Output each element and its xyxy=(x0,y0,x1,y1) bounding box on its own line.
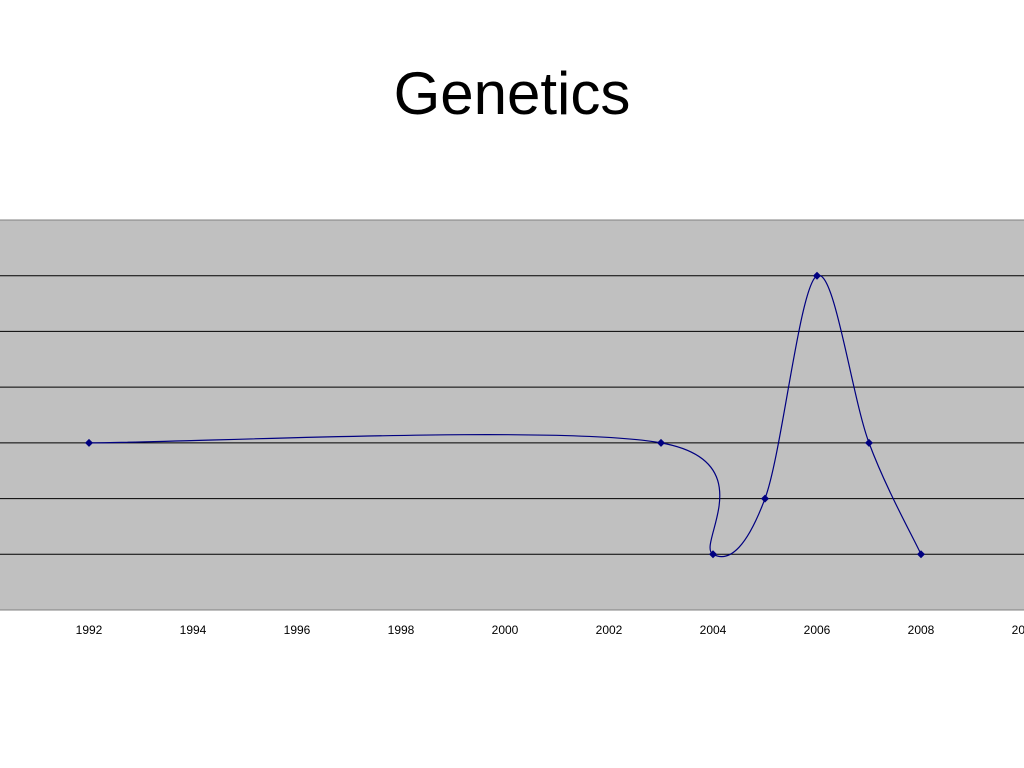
data-point xyxy=(657,438,665,447)
x-tick-label: 2004 xyxy=(700,623,727,637)
x-tick-label: 2006 xyxy=(804,623,831,637)
x-tick-label: 1996 xyxy=(284,623,311,637)
data-point xyxy=(761,494,769,503)
x-tick-label: 2008 xyxy=(908,623,935,637)
data-point xyxy=(813,271,821,280)
data-point xyxy=(865,438,873,447)
data-line xyxy=(88,275,922,558)
x-tick-label: 1992 xyxy=(76,623,103,637)
chart-title: Genetics xyxy=(394,60,631,127)
data-point xyxy=(709,550,717,559)
x-tick-label: 1998 xyxy=(388,623,415,637)
x-tick-label: 2002 xyxy=(596,623,623,637)
x-tick-label: 2000 xyxy=(492,623,519,637)
x-tick-label: 1994 xyxy=(180,623,207,637)
plot-area xyxy=(0,219,1024,611)
data-point xyxy=(917,550,925,559)
x-tick-label: 2010 xyxy=(1012,623,1024,637)
data-point xyxy=(85,438,93,447)
